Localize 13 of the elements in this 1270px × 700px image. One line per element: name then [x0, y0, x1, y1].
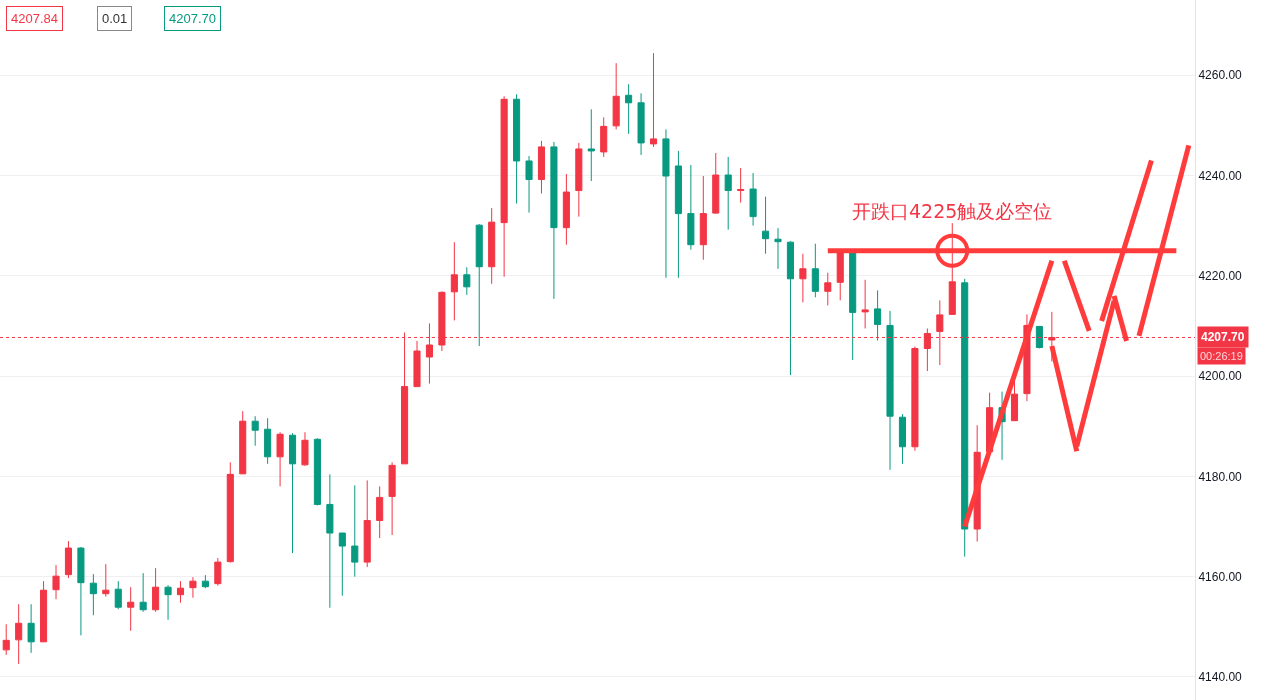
ref-line-label: 4207.70: [1201, 330, 1245, 344]
annotation: 4207.70: [169, 11, 216, 26]
y-tick-label: 4260.00: [1198, 68, 1243, 83]
text: 00:26:19: [1200, 350, 1243, 362]
y-tick-label: 4180.00: [1198, 469, 1243, 484]
annotation: 开跌口4225触及必空位: [852, 200, 1053, 222]
annotation: 0.01: [102, 11, 128, 26]
y-tick-label: 4140.00: [1198, 670, 1243, 685]
y-tick-label: 4160.00: [1198, 569, 1243, 584]
y-tick-label: 4240.00: [1198, 168, 1243, 183]
y-tick-label: 4220.00: [1198, 268, 1243, 283]
annotation: 4207.84: [11, 11, 58, 26]
y-tick-label: 4200.00: [1198, 369, 1243, 384]
